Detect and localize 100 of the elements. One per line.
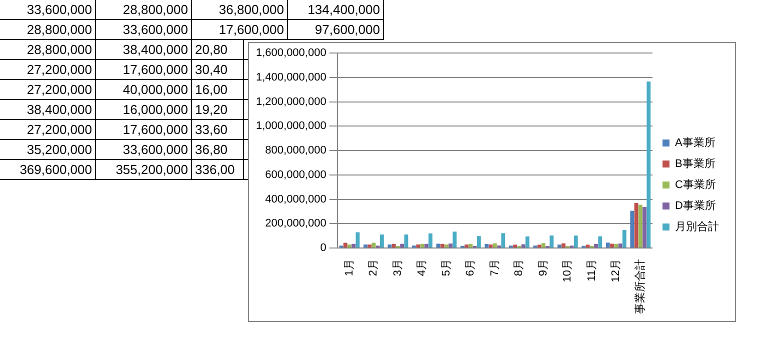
- bar: [428, 233, 432, 248]
- bar: [392, 244, 396, 248]
- bar: [642, 207, 646, 248]
- x-tick-label: 2月: [368, 259, 380, 276]
- text: 355,200,000: [96, 160, 192, 179]
- x-tick-label: 3月: [392, 259, 404, 276]
- bar: [488, 244, 493, 248]
- text: 336,00: [192, 160, 244, 179]
- bar: [343, 242, 348, 248]
- text: 28,800,000: [0, 20, 96, 39]
- bar: [492, 243, 497, 248]
- text: 33,60: [192, 120, 244, 139]
- text: 33,600,000: [96, 140, 192, 159]
- bar: [436, 244, 440, 248]
- bar: [618, 244, 622, 248]
- legend-label: C事業所: [675, 178, 716, 192]
- bar: [380, 234, 384, 248]
- text: 97,600,000: [288, 20, 384, 39]
- y-tick-label: 1,600,000,000: [256, 47, 326, 60]
- text: 17,600,000: [192, 20, 288, 39]
- bar: [404, 234, 408, 248]
- x-tick-label: 10月: [562, 259, 574, 282]
- bar: [416, 244, 420, 248]
- text: 36,800,000: [192, 0, 288, 19]
- bar: [598, 236, 602, 248]
- text: 35,200,000: [0, 140, 96, 159]
- bar: [562, 243, 566, 248]
- bar: [452, 232, 457, 248]
- bar: [464, 244, 469, 248]
- y-tick-label: 400,000,000: [265, 193, 326, 206]
- bar: [537, 244, 542, 248]
- text: 16,000,000: [96, 100, 192, 119]
- text: 28,800,000: [0, 40, 96, 59]
- y-tick-label: 800,000,000: [265, 144, 326, 157]
- bar: [420, 244, 424, 248]
- bar: [484, 244, 489, 248]
- bar: [364, 244, 368, 248]
- text: 28,800,000: [96, 0, 192, 19]
- bar: [594, 244, 598, 248]
- text: 38,400,000: [0, 100, 96, 119]
- text: 27,200,000: [0, 120, 96, 139]
- bar: [348, 244, 352, 248]
- bar: [557, 244, 562, 248]
- bar: [525, 236, 530, 248]
- text: 33,600,000: [96, 20, 192, 39]
- legend-label: B事業所: [675, 157, 716, 170]
- bar: [606, 242, 610, 248]
- bar: [622, 230, 626, 248]
- text: 16,00: [192, 80, 244, 99]
- y-tick-label: 1,400,000,000: [256, 71, 326, 84]
- text: 40,000,000: [96, 80, 192, 99]
- x-tick-label: 12月: [610, 259, 622, 282]
- bar: [400, 244, 404, 248]
- text: 17,600,000: [96, 120, 192, 139]
- x-tick-label: 8月: [513, 259, 526, 276]
- bar: [574, 236, 578, 248]
- text: 19,20: [192, 100, 244, 119]
- x-tick-label: 9月: [537, 259, 550, 276]
- x-tick-label: 6月: [464, 259, 477, 276]
- text: 30,40: [192, 60, 244, 79]
- x-tick-label: 4月: [416, 259, 428, 276]
- y-tick-label: 1,200,000,000: [256, 96, 326, 108]
- x-tick-label: 7月: [488, 259, 501, 276]
- bar: [586, 244, 590, 248]
- x-tick-label: 11月: [586, 259, 598, 282]
- bar: [646, 82, 651, 248]
- y-tick-label: 200,000,000: [265, 218, 326, 230]
- bar: [614, 244, 618, 248]
- bar: [352, 244, 356, 248]
- bar: [444, 244, 448, 248]
- bar: [513, 244, 517, 248]
- y-tick-label: 600,000,000: [265, 168, 326, 181]
- y-tick-label: 1,000,000,000: [256, 120, 326, 132]
- text: 33,600,000: [0, 0, 96, 19]
- text: 20,80: [192, 40, 244, 59]
- bar: [448, 244, 453, 248]
- y-tick-label: 0: [320, 242, 326, 254]
- legend-label: D事業所: [675, 199, 716, 212]
- text: 38,400,000: [96, 40, 192, 59]
- x-tick-label: 1月: [344, 259, 356, 276]
- bar: [468, 244, 473, 248]
- text: 134,400,000: [288, 0, 384, 19]
- x-tick-label: 事業所合計: [633, 259, 646, 314]
- bar: [550, 235, 554, 248]
- text: 36,80: [192, 140, 244, 159]
- bar: [541, 243, 546, 248]
- x-tick-label: 5月: [440, 259, 452, 276]
- bar: [476, 236, 481, 248]
- text: 27,200,000: [0, 80, 96, 99]
- bar: [630, 210, 634, 248]
- bar: [501, 233, 506, 248]
- legend-label: A事業所: [675, 136, 716, 150]
- legend-label: 月別合計: [675, 220, 719, 234]
- text: 27,200,000: [0, 60, 96, 79]
- bar: [424, 244, 428, 248]
- bar: [440, 244, 444, 248]
- bar: [368, 244, 372, 248]
- text: 369,600,000: [0, 160, 96, 179]
- text: 17,600,000: [96, 60, 192, 79]
- bar: [610, 244, 614, 248]
